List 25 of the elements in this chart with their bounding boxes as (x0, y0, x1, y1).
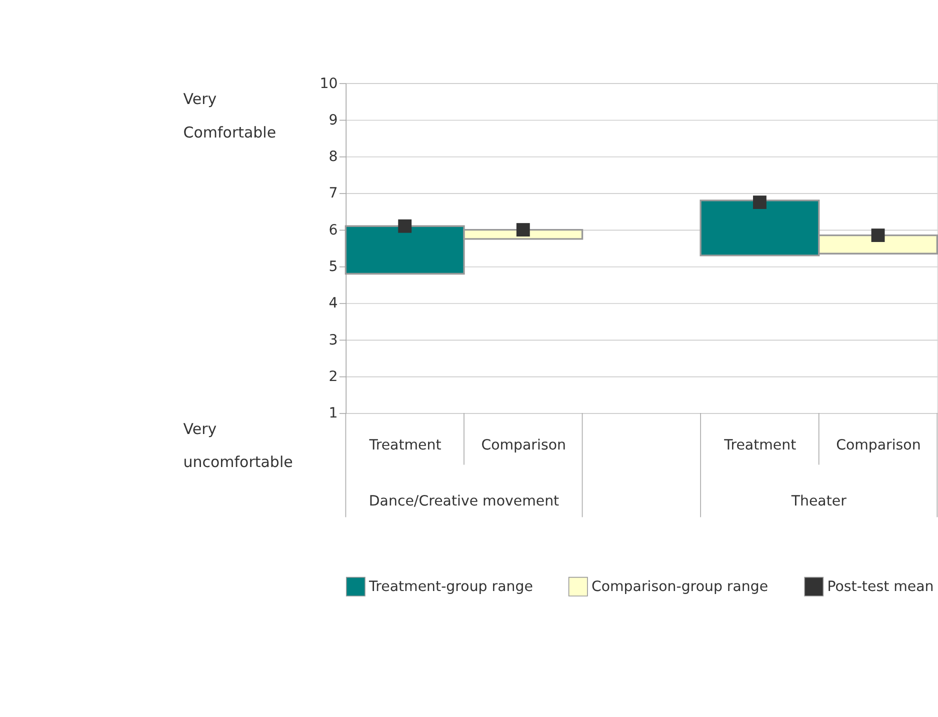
text: Theater (790, 494, 847, 510)
y-tick-label: 9 (328, 112, 338, 128)
y-tick-label: 1 (328, 406, 338, 422)
x-tick-label: Comparison (481, 437, 566, 454)
point (753, 196, 766, 210)
y-tick-label: 10 (320, 76, 338, 92)
point (871, 228, 885, 242)
y-tick-label: 2 (328, 368, 338, 385)
point (398, 219, 412, 233)
x-tick-label: Comparison (836, 437, 921, 454)
text: Dance/Creative movement (368, 494, 560, 510)
text: Very Comfortable (183, 90, 276, 142)
point (516, 223, 530, 236)
y-tick-label: 8 (328, 149, 338, 166)
y-tick-label: 6 (328, 222, 338, 238)
legend-label: Comparison-group range (591, 578, 768, 595)
legend-label: Treatment-group range (368, 578, 533, 595)
x-tick-label: Treatment (723, 437, 797, 454)
y-tick-label: 4 (328, 296, 338, 312)
y-tick-label: 5 (328, 259, 338, 276)
text: Very uncomfortable (183, 420, 293, 472)
legend-label: Post-test mean (827, 578, 934, 595)
y-tick-label: 3 (328, 332, 338, 348)
x-tick-label: Treatment (368, 437, 442, 454)
y-tick-label: 7 (328, 186, 338, 202)
